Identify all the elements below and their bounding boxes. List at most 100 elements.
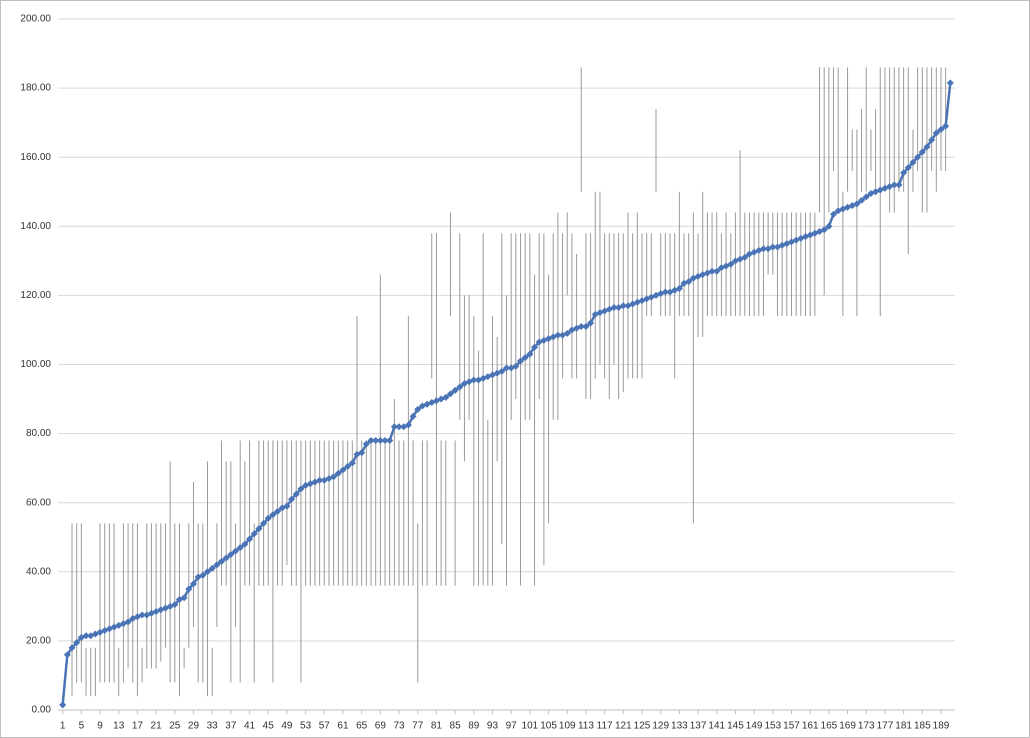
marker — [914, 153, 922, 161]
x-tick-label: 97 — [506, 721, 518, 732]
x-tick-label: 41 — [244, 721, 256, 732]
marker — [675, 284, 683, 292]
x-tick-label: 49 — [281, 721, 293, 732]
x-tick-label: 113 — [578, 721, 594, 732]
marker — [853, 200, 861, 208]
marker — [937, 126, 945, 134]
x-tick-label: 5 — [79, 721, 85, 732]
marker — [288, 495, 296, 503]
x-tick-label: 173 — [858, 721, 875, 732]
marker — [269, 511, 277, 519]
marker — [73, 639, 81, 647]
marker — [563, 329, 571, 337]
y-tick-label: 200.00 — [20, 14, 51, 25]
y-tick-label: 80.00 — [26, 428, 51, 439]
marker — [900, 169, 908, 177]
x-tick-label: 29 — [188, 721, 200, 732]
marker — [381, 437, 389, 445]
x-tick-label: 9 — [97, 721, 103, 732]
marker — [390, 423, 398, 431]
marker — [531, 343, 539, 351]
marker — [213, 561, 221, 569]
marker — [526, 350, 534, 358]
marker — [862, 193, 870, 201]
x-tick-label: 37 — [225, 721, 237, 732]
marker — [619, 302, 627, 310]
marker — [512, 362, 520, 370]
y-tick-label: 60.00 — [26, 497, 51, 508]
marker — [376, 437, 384, 445]
marker — [372, 437, 380, 445]
marker — [661, 288, 669, 296]
x-tick-label: 101 — [522, 721, 539, 732]
y-tick-label: 20.00 — [26, 636, 51, 647]
x-tick-label: 25 — [169, 721, 181, 732]
marker — [264, 514, 272, 522]
marker — [451, 386, 459, 394]
marker — [404, 421, 412, 429]
marker — [587, 319, 595, 327]
x-tick-label: 189 — [933, 721, 950, 732]
marker — [708, 267, 716, 275]
y-tick-label: 140.00 — [20, 221, 51, 232]
marker — [185, 585, 193, 593]
marker — [362, 440, 370, 448]
x-tick-label: 53 — [300, 721, 312, 732]
marker — [82, 632, 90, 640]
marker — [830, 210, 838, 218]
x-tick-label: 165 — [821, 721, 838, 732]
marker — [283, 502, 291, 510]
marker — [414, 405, 422, 413]
marker — [554, 331, 562, 339]
marker — [236, 544, 244, 552]
x-tick-label: 181 — [895, 721, 912, 732]
marker — [241, 540, 249, 548]
marker — [498, 367, 506, 375]
x-tick-label: 177 — [877, 721, 894, 732]
marker — [727, 260, 735, 268]
x-tick-label: 61 — [337, 721, 349, 732]
x-tick-label: 125 — [634, 721, 651, 732]
marker — [517, 357, 525, 365]
x-tick-label: 109 — [559, 721, 576, 732]
x-tick-label: 45 — [263, 721, 275, 732]
x-tick-label: 65 — [356, 721, 368, 732]
marker — [124, 618, 132, 626]
x-tick-label: 157 — [783, 721, 800, 732]
x-tick-label: 161 — [802, 721, 819, 732]
y-tick-label: 40.00 — [26, 566, 51, 577]
y-tick-label: 0.00 — [32, 705, 52, 716]
x-tick-label: 89 — [468, 721, 480, 732]
x-tick-label: 77 — [412, 721, 424, 732]
marker — [316, 476, 324, 484]
y-tick-label: 160.00 — [20, 152, 51, 163]
marker — [59, 701, 67, 709]
marker — [330, 473, 338, 481]
marker — [759, 245, 767, 253]
x-tick-label: 81 — [431, 721, 443, 732]
marker — [250, 530, 258, 538]
x-tick-label: 73 — [393, 721, 405, 732]
y-tick-label: 100.00 — [20, 359, 51, 370]
x-tick-label: 69 — [375, 721, 387, 732]
x-tick-label: 13 — [113, 721, 125, 732]
x-tick-label: 149 — [746, 721, 763, 732]
marker — [367, 437, 375, 445]
marker — [292, 490, 300, 498]
marker — [222, 554, 230, 562]
marker — [204, 568, 211, 576]
marker — [386, 437, 394, 445]
marker — [713, 267, 721, 275]
marker — [358, 449, 366, 457]
x-tick-label: 117 — [597, 721, 613, 732]
marker — [199, 571, 207, 579]
y-tick-label: 180.00 — [20, 83, 51, 94]
x-tick-label: 17 — [132, 721, 144, 732]
x-tick-label: 121 — [615, 721, 632, 732]
marker — [918, 148, 926, 156]
x-tick-label: 33 — [207, 721, 219, 732]
marker — [470, 376, 478, 384]
